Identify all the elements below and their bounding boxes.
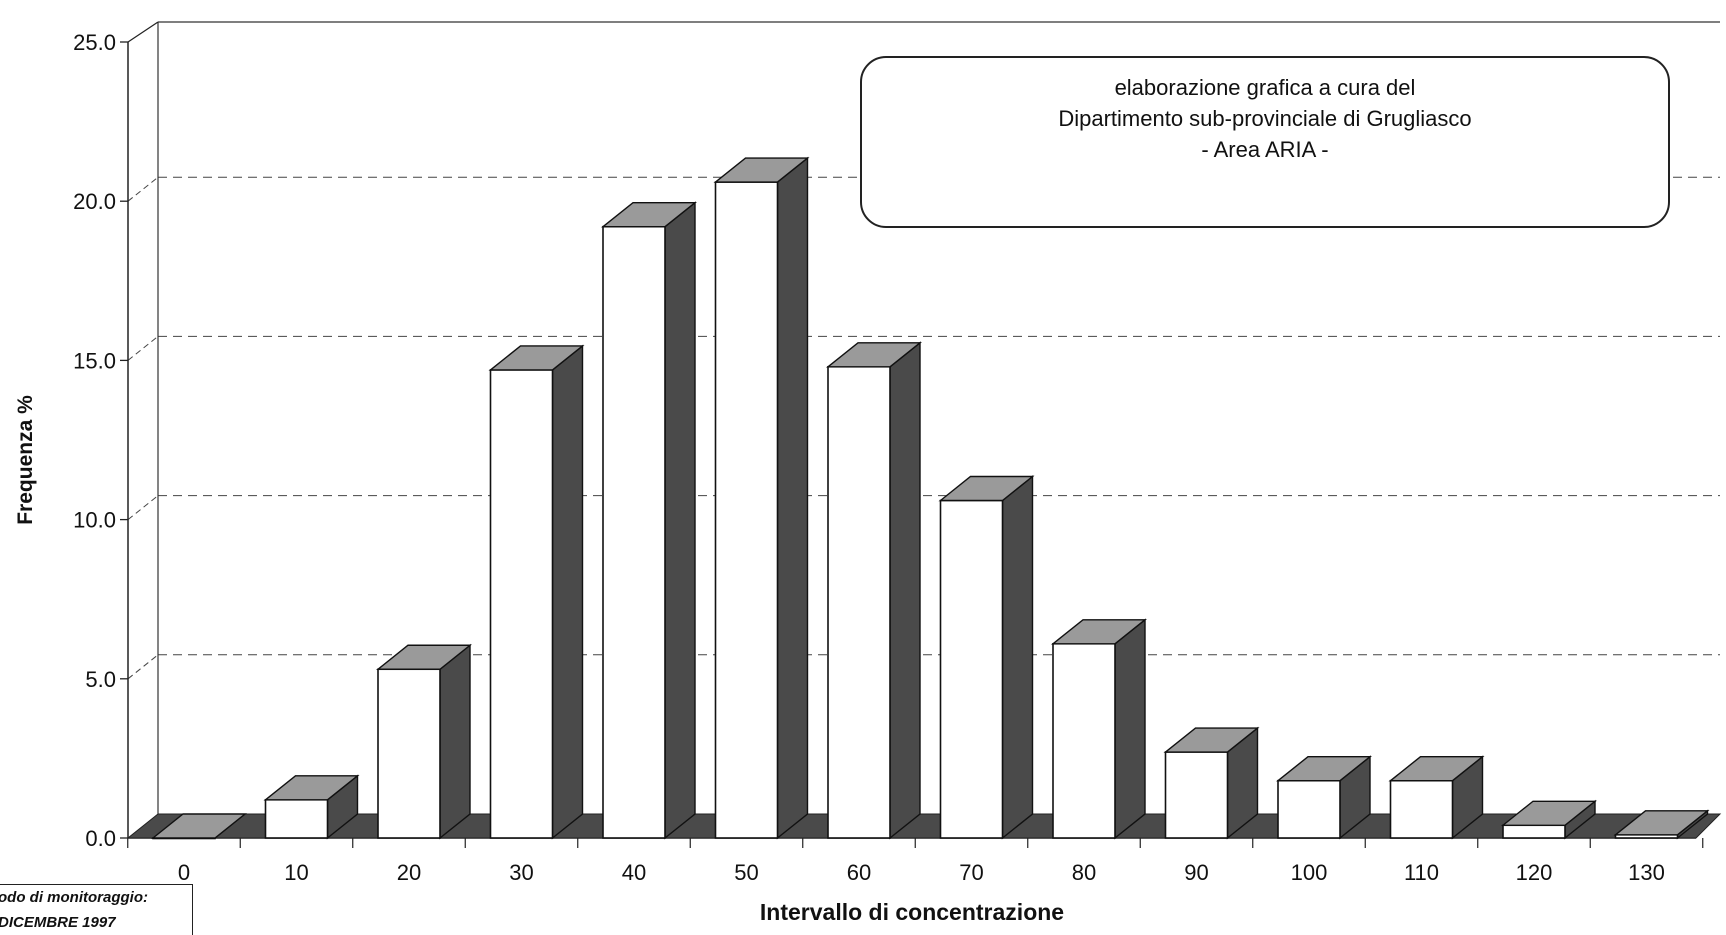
bar-top [488, 345, 585, 371]
bar-top [826, 342, 922, 368]
x-axis-label: Intervallo di concentrazione [759, 899, 1065, 925]
bar-side [889, 341, 921, 840]
y-tick-label: 20.0 [73, 189, 116, 214]
x-tick-label: 40 [622, 860, 646, 885]
x-tick-label: 80 [1072, 860, 1096, 885]
bar-top [1276, 755, 1372, 782]
bar-top [1163, 727, 1260, 753]
x-tick-label: 90 [1184, 860, 1208, 885]
bar-front [1164, 751, 1229, 839]
bar-front [1277, 779, 1341, 839]
y-tick-label: 5.0 [85, 667, 116, 692]
x-tick-label: 110 [1404, 860, 1439, 885]
bar [1276, 755, 1372, 840]
bar [263, 774, 360, 840]
x-tick-label: 20 [397, 860, 421, 885]
bar-top [376, 644, 472, 670]
bar-side [776, 156, 809, 840]
bar [1163, 726, 1260, 840]
x-tick-label: 50 [734, 860, 758, 885]
bar-front [489, 369, 554, 839]
bar [1501, 799, 1597, 840]
bar-top [1388, 755, 1485, 782]
bar [601, 201, 697, 840]
monitoring-period-note: odo di monitoraggio: DICEMBRE 1997 [0, 884, 193, 935]
x-tick-label: 60 [847, 860, 871, 885]
bar-side [1114, 618, 1146, 840]
y-tick-label: 10.0 [73, 508, 116, 533]
bar-top [151, 813, 247, 839]
bar-front [1052, 642, 1116, 839]
bar-front [264, 798, 329, 839]
bar-front [827, 365, 891, 839]
bar-top [713, 157, 810, 183]
bar-front [714, 181, 779, 839]
bar-front [1389, 779, 1454, 839]
x-tick-label: 70 [959, 860, 983, 885]
y-tick-label: 25.0 [73, 30, 116, 55]
bar [826, 341, 922, 840]
x-tick-label: 30 [509, 860, 533, 885]
bar-top [938, 475, 1035, 502]
y-axis-label: Frequenza % [14, 395, 37, 525]
gridline-depth [127, 495, 159, 520]
x-tick-label: 0 [178, 860, 190, 885]
x-tick-label: 130 [1628, 860, 1665, 885]
y-tick-label: 15.0 [73, 348, 116, 373]
bar [1613, 809, 1710, 840]
bar [1388, 755, 1485, 840]
bar-side [439, 643, 471, 840]
bar-front [1502, 824, 1566, 839]
gridline-depth [127, 336, 159, 361]
bar [488, 344, 585, 840]
credits-line-1: elaborazione grafica a cura del [1114, 75, 1416, 100]
bar-top [263, 775, 360, 801]
credits-annotation-box: elaborazione grafica a cura del Dipartim… [860, 56, 1670, 228]
bar-front [939, 499, 1004, 839]
x-tick-label: 120 [1516, 860, 1553, 885]
bar-front [377, 668, 441, 839]
bar [713, 156, 810, 840]
bar [376, 643, 472, 840]
bar-side [1001, 475, 1034, 840]
bar-top [1501, 800, 1597, 826]
monitoring-period-line-1: odo di monitoraggio: [0, 889, 148, 906]
bar-top [1613, 810, 1710, 836]
x-tick-label: 100 [1291, 860, 1328, 885]
bar-side [551, 344, 584, 840]
credits-line-2: Dipartimento sub-provinciale di Gruglias… [1058, 106, 1472, 131]
bar [938, 475, 1035, 840]
bar-front [602, 225, 666, 839]
chart-floor [126, 813, 1722, 839]
bar [151, 813, 247, 840]
bar [1051, 618, 1147, 840]
gridline-depth [127, 176, 159, 202]
gridline-depth [127, 654, 159, 680]
credits-line-3: - Area ARIA - [1201, 137, 1329, 162]
x-tick-label: 10 [284, 860, 308, 885]
y-axis-top-depth [127, 21, 159, 43]
bar-side [664, 201, 696, 840]
bar-top [1051, 619, 1147, 645]
bar-top [601, 201, 697, 228]
y-tick-label: 0.0 [85, 826, 116, 851]
monitoring-period-line-2: DICEMBRE 1997 [0, 914, 116, 931]
